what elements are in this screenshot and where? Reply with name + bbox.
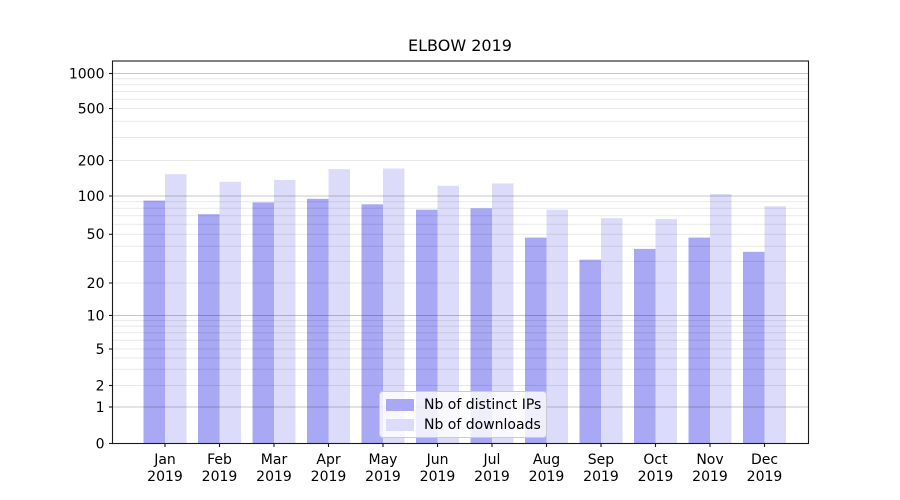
bar-distinct-ips-jul: [470, 208, 492, 444]
bar-distinct-ips-nov: [688, 237, 710, 444]
bar-downloads-feb: [219, 181, 241, 444]
x-tick-label-month: Jan: [153, 452, 176, 468]
x-tick-label-month: Sep: [588, 452, 615, 468]
bar-downloads-dec: [764, 206, 786, 444]
bar-distinct-ips-oct: [634, 248, 656, 444]
bar-downloads-nov: [710, 194, 732, 444]
x-tick-label-month: Mar: [261, 452, 288, 468]
y-tick-label: 2: [96, 378, 105, 394]
x-tick-label-year: 2019: [747, 469, 783, 485]
x-tick-label-year: 2019: [311, 469, 347, 485]
legend-swatch-distinct-ips: [386, 398, 414, 411]
x-tick-label-year: 2019: [202, 469, 238, 485]
chart-title: ELBOW 2019: [408, 36, 512, 55]
bar-distinct-ips-jan: [143, 200, 165, 444]
legend-item-distinct-ips: Nb of distinct IPs: [386, 396, 542, 413]
x-tick-label-year: 2019: [583, 469, 619, 485]
y-tick-label: 5: [96, 342, 105, 358]
legend: Nb of distinct IPs Nb of downloads: [379, 391, 547, 438]
x-tick-label-month: Oct: [643, 452, 668, 468]
bar-downloads-jan: [165, 174, 187, 444]
legend-label-distinct-ips: Nb of distinct IPs: [424, 396, 542, 413]
bar-downloads-jul: [492, 183, 514, 444]
x-tick-label-year: 2019: [256, 469, 292, 485]
bar-distinct-ips-may: [361, 204, 383, 444]
x-tick-label-month: May: [369, 452, 398, 468]
y-tick-label: 50: [87, 227, 105, 243]
y-tick-label: 10: [87, 308, 105, 324]
bar-downloads-apr: [328, 169, 350, 444]
legend-swatch-downloads: [386, 418, 414, 431]
legend-item-downloads: Nb of downloads: [386, 416, 541, 433]
bar-distinct-ips-feb: [198, 214, 220, 444]
x-tick-label-year: 2019: [147, 469, 183, 485]
x-tick-label-year: 2019: [474, 469, 510, 485]
x-tick-label-year: 2019: [365, 469, 401, 485]
x-tick-label-month: Nov: [696, 452, 723, 468]
y-tick-label: 1: [96, 400, 105, 416]
x-tick-label-month: Jul: [483, 452, 501, 468]
bar-downloads-oct: [655, 219, 677, 444]
x-tick-label-year: 2019: [420, 469, 456, 485]
bar-downloads-aug: [546, 209, 568, 444]
y-tick-label: 500: [78, 101, 105, 117]
x-tick-label-year: 2019: [638, 469, 674, 485]
x-tick-label-month: Dec: [751, 452, 778, 468]
x-tick-label-month: Apr: [316, 452, 340, 468]
bar-distinct-ips-dec: [743, 251, 765, 444]
bar-downloads-sep: [601, 218, 623, 444]
y-tick-label: 200: [78, 153, 105, 169]
bar-downloads-mar: [274, 179, 296, 444]
x-tick-label-year: 2019: [692, 469, 728, 485]
plot-frame: [111, 60, 810, 445]
y-tick-label: 0: [96, 436, 105, 452]
x-tick-label-year: 2019: [529, 469, 565, 485]
bar-distinct-ips-sep: [579, 259, 601, 444]
y-tick-label: 100: [78, 189, 105, 205]
y-tick-label: 1000: [69, 66, 105, 82]
y-tick-label: 20: [87, 276, 105, 292]
x-tick-label-month: Aug: [533, 452, 560, 468]
bar-distinct-ips-mar: [252, 202, 274, 444]
bar-distinct-ips-apr: [307, 198, 329, 444]
bar-downloads-jun: [437, 185, 459, 444]
bar-downloads-may: [383, 168, 405, 444]
x-tick-label-month: Feb: [207, 452, 232, 468]
bar-distinct-ips-jun: [416, 209, 438, 444]
legend-label-downloads: Nb of downloads: [424, 416, 541, 433]
x-tick-label-month: Jun: [426, 452, 449, 468]
